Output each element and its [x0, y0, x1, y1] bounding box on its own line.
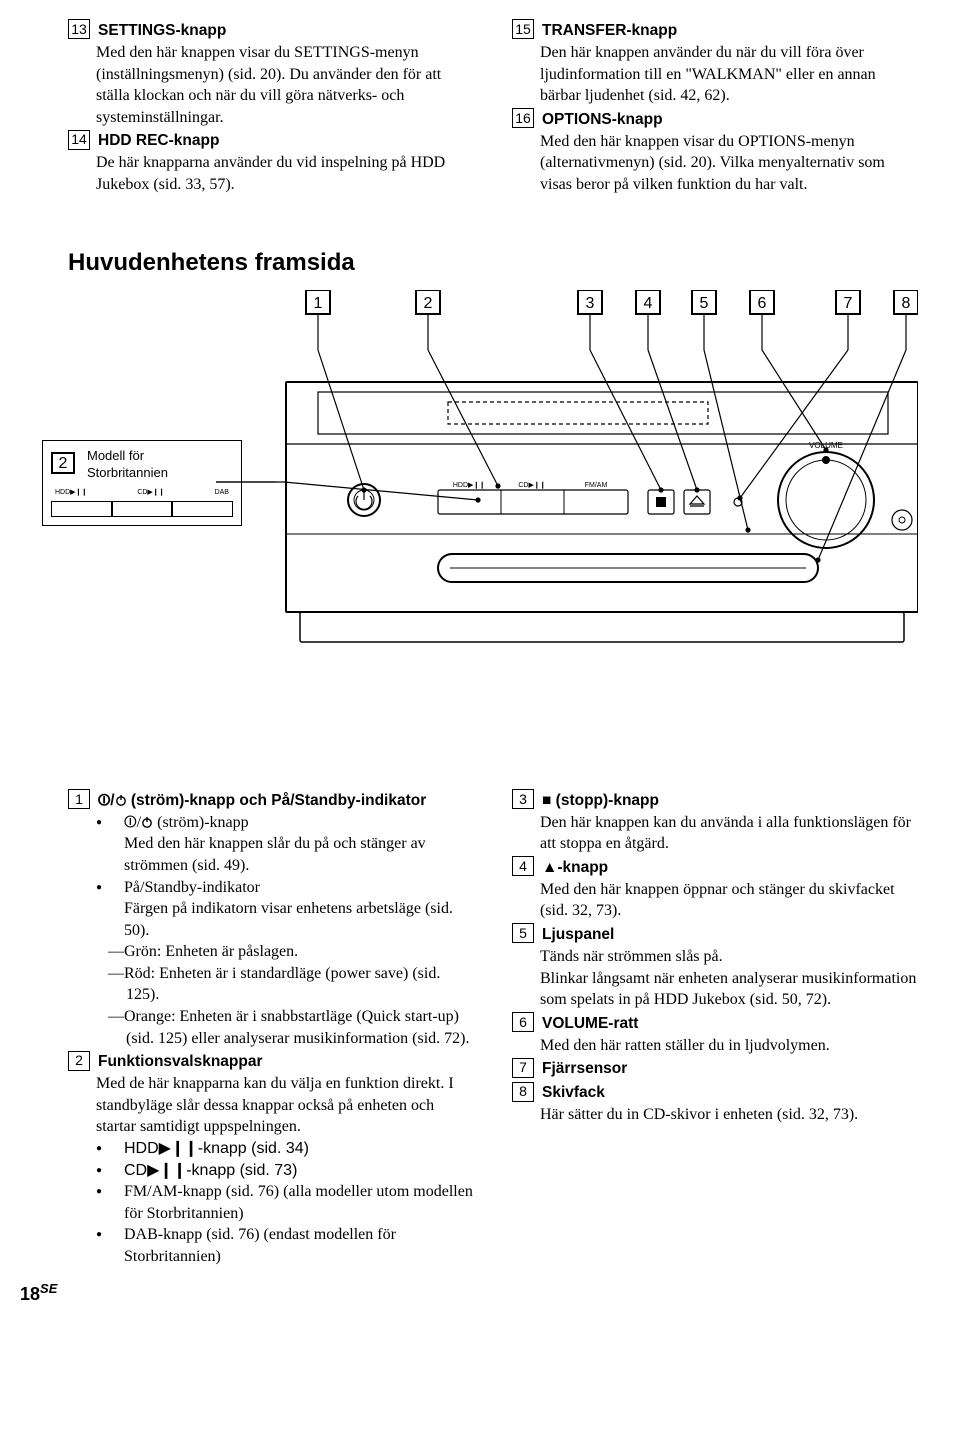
numbox-15: 15	[512, 19, 534, 39]
uk-label: Modell för Storbritannien	[87, 447, 168, 482]
section-heading: Huvudenhetens framsida	[68, 247, 920, 279]
svg-text:5: 5	[700, 295, 709, 312]
item-1-bullet-1: ⏼/ (ström)-knapp Med den här knappen slå…	[68, 812, 476, 877]
bottom-left-col: 1 ⏼/ (ström)-knapp och På/Standby-indika…	[68, 790, 476, 1270]
item-2-b1: CD▶❙❙-knapp (sid. 73)	[68, 1160, 476, 1182]
title-6: VOLUME-ratt	[542, 1015, 638, 1032]
body-5: Tänds när strömmen slås på. Blinkar lång…	[512, 946, 920, 1011]
title-8: Skivfack	[542, 1084, 605, 1101]
bullet2-body: Färgen på indikatorn visar enhetens arbe…	[124, 900, 453, 939]
top-columns: 13 SETTINGS-knapp Med den här knappen vi…	[68, 20, 920, 197]
body-6: Med den här ratten ställer du in ljudvol…	[512, 1035, 920, 1057]
numbox-3: 3	[512, 789, 534, 809]
uk-btn-1	[51, 501, 112, 517]
svg-text:2: 2	[424, 295, 433, 312]
uk-label-1: Modell för	[87, 448, 144, 463]
title-3: ■ (stopp)-knapp	[542, 792, 659, 809]
item-2: 2 Funktionsvalsknappar Med de här knappa…	[68, 1051, 476, 1267]
title-1: ⏼/ (ström)-knapp och På/Standby-indikato…	[98, 792, 426, 809]
page-footer: 18SE	[20, 1280, 920, 1306]
body-15: Den här knappen använder du när du vill …	[512, 42, 920, 107]
body-8: Här sätter du in CD-skivor i enheten (si…	[512, 1104, 920, 1126]
item-15: 15 TRANSFER-knapp Den här knappen använd…	[512, 20, 920, 107]
numbox-4: 4	[512, 856, 534, 876]
i2b3: DAB-knapp (sid. 76) (endast modellen för…	[110, 1224, 476, 1267]
svg-text:FM/AM: FM/AM	[585, 482, 608, 489]
uk-lbl-dab: DAB	[215, 488, 229, 497]
uk-btn-2	[112, 501, 173, 517]
i2b1: CD▶❙❙-knapp (sid. 73)	[110, 1160, 476, 1182]
svg-text:CD▶❙❙: CD▶❙❙	[518, 481, 545, 489]
item-2-b0: HDD▶❙❙-knapp (sid. 34)	[68, 1138, 476, 1160]
item-8: 8 Skivfack Här sätter du in CD-skivor i …	[512, 1082, 920, 1126]
uk-model-panel: 2 Modell för Storbritannien HDD▶❙❙ CD▶❙❙…	[42, 440, 242, 527]
page-number: 18	[20, 1284, 40, 1304]
title-4: ▲-knapp	[542, 859, 608, 876]
item-16: 16 OPTIONS-knapp Med den här knappen vis…	[512, 109, 920, 196]
i2b0: HDD▶❙❙-knapp (sid. 34)	[110, 1138, 476, 1160]
title-2: Funktionsvalsknappar	[98, 1053, 263, 1070]
bullet2-head: På/Standby-indikator	[124, 879, 260, 896]
diagram-area: VOLUME HDD▶❙❙ CD▶❙❙ FM/AM	[68, 290, 920, 710]
top-left-col: 13 SETTINGS-knapp Med den här knappen vi…	[68, 20, 476, 197]
item-4: 4 ▲-knapp Med den här knappen öppnar och…	[512, 857, 920, 922]
numbox-14: 14	[68, 130, 90, 150]
title-14: HDD REC-knapp	[98, 132, 219, 149]
item-14: 14 HDD REC-knapp De här knapparna använd…	[68, 130, 476, 195]
uk-lbl-hdd: HDD▶❙❙	[55, 488, 87, 497]
dash-3: —Orange: Enheten är i snabbstartläge (Qu…	[68, 1006, 476, 1049]
title-5: Ljuspanel	[542, 926, 614, 943]
item-3: 3 ■ (stopp)-knapp Den här knappen kan du…	[512, 790, 920, 855]
title-13: SETTINGS-knapp	[98, 22, 226, 39]
uk-buttons	[51, 501, 233, 517]
uk-btn-3	[172, 501, 233, 517]
body-16: Med den här knappen visar du OPTIONS-men…	[512, 131, 920, 196]
svg-text:4: 4	[644, 295, 653, 312]
svg-text:1: 1	[314, 295, 323, 312]
numbox-16: 16	[512, 108, 534, 128]
bottom-right-col: 3 ■ (stopp)-knapp Den här knappen kan du…	[512, 790, 920, 1270]
title-7: Fjärrsensor	[542, 1060, 627, 1077]
item-1: 1 ⏼/ (ström)-knapp och På/Standby-indika…	[68, 790, 476, 1049]
i2b2: FM/AM-knapp (sid. 76) (alla modeller uto…	[110, 1181, 476, 1224]
item-13: 13 SETTINGS-knapp Med den här knappen vi…	[68, 20, 476, 128]
title-16: OPTIONS-knapp	[542, 111, 663, 128]
item-1-bullet-2: På/Standby-indikator Färgen på indikator…	[68, 877, 476, 942]
svg-text:7: 7	[844, 295, 853, 312]
body-13: Med den här knappen visar du SETTINGS-me…	[68, 42, 476, 128]
bullet1-pref: (ström)-knapp	[153, 814, 249, 831]
numbox-2: 2	[68, 1051, 90, 1071]
item-6: 6 VOLUME-ratt Med den här ratten ställer…	[512, 1013, 920, 1057]
bottom-columns: 1 ⏼/ (ström)-knapp och På/Standby-indika…	[68, 790, 920, 1270]
numbox-8: 8	[512, 1082, 534, 1102]
dash-1: —Grön: Enheten är påslagen.	[68, 941, 476, 963]
bullet1-body: Med den här knappen slår du på och stäng…	[124, 835, 426, 874]
numbox-5: 5	[512, 923, 534, 943]
numbox-13: 13	[68, 19, 90, 39]
body-2: Med de här knapparna kan du välja en fun…	[68, 1073, 476, 1138]
body-4: Med den här knappen öppnar och stänger d…	[512, 879, 920, 922]
svg-text:6: 6	[758, 295, 767, 312]
top-right-col: 15 TRANSFER-knapp Den här knappen använd…	[512, 20, 920, 197]
title-15: TRANSFER-knapp	[542, 22, 677, 39]
uk-btn-labels: HDD▶❙❙ CD▶❙❙ DAB	[51, 488, 233, 497]
dash-2: —Röd: Enheten är i standardläge (power s…	[68, 963, 476, 1006]
title-1-suffix: (ström)-knapp och På/Standby-indikator	[127, 792, 427, 809]
svg-text:8: 8	[902, 295, 911, 312]
item-7: 7 Fjärrsensor	[512, 1058, 920, 1080]
uk-lbl-cd: CD▶❙❙	[137, 488, 164, 497]
svg-text:3: 3	[586, 295, 595, 312]
numbox-7: 7	[512, 1058, 534, 1078]
body-3: Den här knappen kan du använda i alla fu…	[512, 812, 920, 855]
numbox-1: 1	[68, 789, 90, 809]
body-14: De här knapparna använder du vid inspeln…	[68, 152, 476, 195]
svg-text:HDD▶❙❙: HDD▶❙❙	[453, 481, 485, 489]
uk-numbox: 2	[51, 452, 75, 474]
uk-label-2: Storbritannien	[87, 465, 168, 480]
numbox-6: 6	[512, 1012, 534, 1032]
item-5: 5 Ljuspanel Tänds när strömmen slås på. …	[512, 924, 920, 1011]
item-2-b3: DAB-knapp (sid. 76) (endast modellen för…	[68, 1224, 476, 1267]
page-suffix: SE	[40, 1281, 57, 1296]
item-2-b2: FM/AM-knapp (sid. 76) (alla modeller uto…	[68, 1181, 476, 1224]
